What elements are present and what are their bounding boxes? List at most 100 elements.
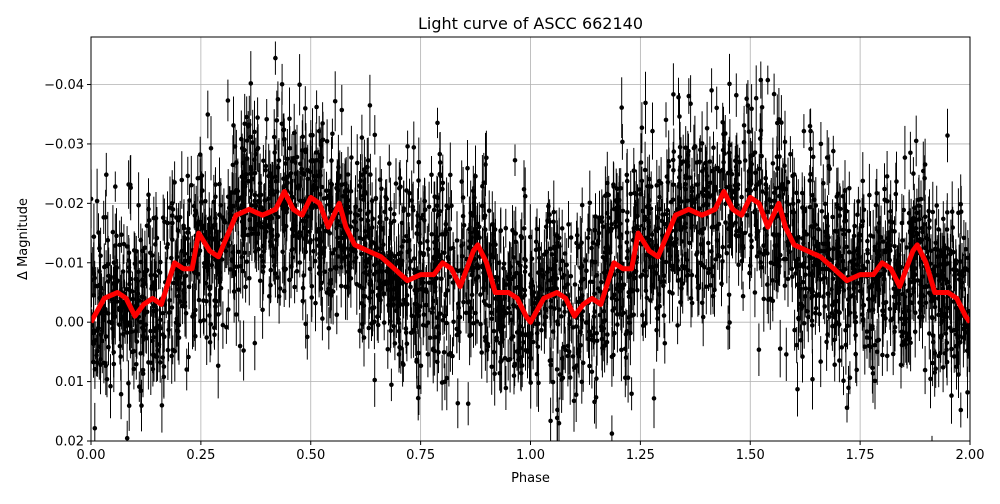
data-point xyxy=(136,172,141,238)
y-axis: −0.04−0.03−0.02−0.010.000.010.02 xyxy=(44,78,91,449)
data-point xyxy=(847,172,852,205)
data-point xyxy=(325,119,330,163)
data-point xyxy=(810,349,815,410)
data-point xyxy=(303,86,308,130)
data-point xyxy=(677,93,682,140)
data-point xyxy=(956,188,961,237)
data-point xyxy=(903,126,908,189)
data-point xyxy=(885,151,890,202)
x-tick-label: 1.50 xyxy=(736,448,765,463)
data-point xyxy=(111,205,116,259)
data-point xyxy=(119,369,124,419)
data-point xyxy=(650,103,655,160)
x-tick-label: 1.25 xyxy=(626,448,655,463)
data-point xyxy=(103,190,108,245)
data-point xyxy=(386,330,391,369)
data-point xyxy=(819,122,824,166)
y-tick-label: 0.02 xyxy=(55,435,84,450)
data-point xyxy=(572,370,577,432)
data-point xyxy=(126,360,131,406)
y-tick-label: −0.01 xyxy=(44,256,84,271)
y-axis-label: Δ Magnitude xyxy=(16,198,31,280)
data-point xyxy=(330,119,335,149)
data-point xyxy=(260,281,265,339)
data-point xyxy=(465,140,470,197)
data-point xyxy=(882,163,887,215)
data-point xyxy=(640,295,645,336)
data-point xyxy=(671,63,676,125)
data-point xyxy=(757,323,762,376)
data-point xyxy=(93,403,98,454)
data-point xyxy=(945,109,950,163)
data-point xyxy=(595,316,600,366)
data-point xyxy=(412,122,417,174)
data-point xyxy=(479,326,484,379)
data-point xyxy=(620,124,625,160)
x-tick-label: 0.25 xyxy=(186,448,215,463)
data-point xyxy=(923,346,928,394)
data-point xyxy=(958,174,963,234)
data-point xyxy=(513,145,518,177)
data-point xyxy=(742,106,747,145)
data-point xyxy=(180,151,185,209)
data-point xyxy=(783,271,788,300)
data-point xyxy=(861,152,866,210)
data-point xyxy=(206,91,211,139)
data-point xyxy=(569,222,574,253)
data-point xyxy=(930,436,935,486)
y-tick-label: −0.02 xyxy=(44,197,84,212)
data-point xyxy=(587,313,592,350)
data-point xyxy=(226,80,231,122)
data-point xyxy=(788,136,793,172)
data-point xyxy=(335,295,340,334)
data-point xyxy=(888,288,893,330)
data-point xyxy=(122,224,127,264)
data-point xyxy=(388,178,393,241)
data-point xyxy=(569,255,574,298)
data-point xyxy=(438,186,443,237)
data-point xyxy=(931,182,936,243)
data-point xyxy=(549,347,554,382)
data-point xyxy=(754,65,759,131)
data-point xyxy=(427,182,432,232)
data-point xyxy=(675,307,680,345)
data-point xyxy=(209,116,214,180)
data-point xyxy=(216,333,221,398)
data-point xyxy=(652,369,657,428)
data-point xyxy=(297,54,302,115)
data-point xyxy=(802,114,807,148)
data-point xyxy=(734,73,739,117)
data-point xyxy=(401,347,406,382)
x-tick-label: 2.00 xyxy=(956,448,985,463)
data-point xyxy=(113,172,118,202)
y-tick-label: 0.01 xyxy=(55,375,84,390)
data-point xyxy=(276,81,281,117)
data-point xyxy=(466,382,471,425)
x-axis-label: Phase xyxy=(511,471,550,486)
data-point xyxy=(714,87,719,130)
data-point xyxy=(841,366,846,395)
data-point xyxy=(548,398,553,445)
data-point xyxy=(360,115,365,161)
data-point xyxy=(894,163,899,226)
data-point xyxy=(690,289,695,318)
data-point xyxy=(253,316,258,370)
data-point xyxy=(264,99,269,140)
data-point xyxy=(504,209,509,248)
data-point xyxy=(808,165,813,196)
data-point xyxy=(689,269,694,327)
data-point xyxy=(575,213,580,258)
data-point xyxy=(610,415,615,451)
data-point xyxy=(663,323,668,364)
data-point xyxy=(372,353,377,407)
data-point xyxy=(455,211,460,269)
data-point xyxy=(911,157,916,190)
data-point xyxy=(643,72,648,134)
y-tick-label: −0.04 xyxy=(44,78,84,93)
data-point xyxy=(568,350,573,405)
data-point xyxy=(894,152,899,212)
data-point xyxy=(456,378,461,428)
x-tick-label: 1.75 xyxy=(846,448,875,463)
